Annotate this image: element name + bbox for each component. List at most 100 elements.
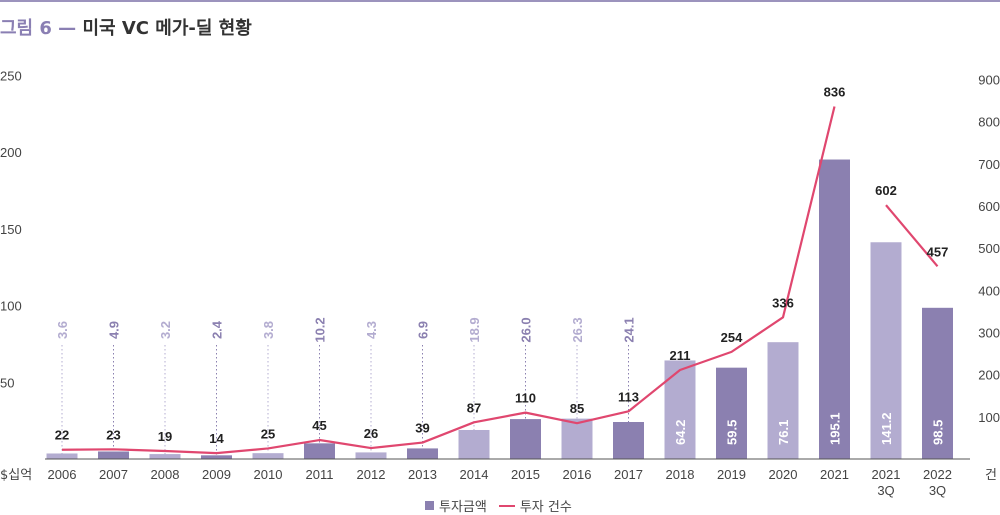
x-tick-line: 2021 (872, 467, 901, 482)
x-tick-label: 2021 3Q (872, 467, 901, 498)
line-value-label: 19 (158, 429, 172, 444)
x-tick-label: 2012 (357, 467, 386, 482)
x-tick-label: 2020 (769, 467, 798, 482)
line-value-label: 211 (670, 348, 691, 363)
legend-bar-swatch (425, 501, 434, 510)
x-tick-line: 2008 (151, 467, 180, 482)
x-tick-line: 2009 (202, 467, 231, 482)
right-tick-label: 600 (978, 199, 1000, 214)
line-value-label: 45 (312, 418, 326, 433)
x-tick-line: 2012 (357, 467, 386, 482)
bar-value-label: 26.0 (519, 317, 534, 342)
top-rule (0, 0, 1000, 2)
bar (98, 451, 129, 459)
bar (252, 453, 284, 459)
value-leader-lines (61, 345, 629, 456)
bar (561, 418, 593, 459)
right-tick-label: 200 (978, 368, 1000, 383)
x-tick-line: 3Q (929, 483, 946, 498)
x-tick-line: 2019 (717, 467, 746, 482)
bar (870, 242, 902, 459)
left-axis: 50 100 150 200 250 (0, 68, 22, 390)
data-labels: 3.6 4.9 3.2 2.4 3.8 10.2 4.3 6.9 18.9 26.0 26.3 24.… (55, 84, 949, 446)
x-tick-line: 2018 (666, 467, 695, 482)
bar (149, 454, 181, 459)
bar (613, 422, 644, 459)
x-axis-ticks: 2006 2007 2008 2009 2010 2011 2012 2013 2014 2015… (48, 467, 952, 498)
right-tick-label: 400 (978, 283, 1000, 298)
line-value-label: 836 (824, 84, 846, 99)
bar (458, 429, 490, 459)
figure-title: 그림 6 — 미국 VC 메가-딜 현황 (0, 14, 252, 40)
bar (716, 367, 747, 459)
x-tick-label: 2017 (614, 467, 643, 482)
x-tick-line: 2013 (408, 467, 437, 482)
bar-value-label: 6.9 (416, 321, 431, 339)
x-tick-label: 2010 (254, 467, 283, 482)
bar (922, 307, 953, 459)
bar-value-label: 10.2 (313, 317, 328, 342)
bar-value-label: 3.6 (55, 321, 70, 339)
left-tick-label: 100 (0, 299, 22, 314)
line-value-label: 85 (570, 401, 584, 416)
x-tick-line: 2007 (99, 467, 128, 482)
line-value-label: 23 (106, 427, 120, 442)
left-unit-label: $십억 (0, 468, 32, 483)
bar-value-label: 3.8 (261, 321, 276, 339)
x-tick-line: 2016 (563, 467, 592, 482)
left-tick-label: 250 (0, 68, 22, 83)
left-tick-label: 50 (0, 375, 14, 390)
line-value-label: 336 (772, 295, 794, 310)
line-value-label: 602 (875, 183, 897, 198)
x-tick-label: 2016 (563, 467, 592, 482)
x-tick-line: 2011 (306, 467, 334, 482)
bar-value-label: 18.9 (467, 317, 482, 342)
x-tick-line: 2014 (460, 467, 489, 482)
figure-title-text: 미국 VC 메가-딜 현황 (82, 18, 252, 39)
bar-value-label: 26.3 (570, 317, 585, 342)
x-tick-label: 2008 (151, 467, 180, 482)
x-tick-line: 2006 (48, 467, 77, 482)
line-value-label: 22 (55, 428, 69, 443)
x-tick-label: 2018 (666, 467, 695, 482)
line-value-label: 457 (927, 244, 949, 259)
line-value-label: 25 (261, 426, 275, 441)
legend-line-label: 투자 건수 (519, 500, 572, 515)
line-value-label: 87 (467, 400, 481, 415)
bar-value-label: 24.1 (622, 317, 637, 342)
line-value-label: 14 (209, 431, 224, 446)
x-tick-label: 2015 (511, 467, 540, 482)
legend: 투자금액 투자 건수 (425, 496, 572, 515)
x-tick-line: 3Q (877, 483, 894, 498)
bar (355, 452, 387, 459)
line-segment (885, 204, 939, 267)
bar-value-label: 64.2 (673, 420, 688, 445)
x-tick-label: 2019 (717, 467, 746, 482)
bar (407, 448, 438, 459)
bar-value-label: 141.2 (879, 412, 894, 445)
legend-bar-label: 투자금액 (439, 500, 487, 515)
bar (510, 419, 541, 459)
x-tick-label: 2009 (202, 467, 231, 482)
legend-line-swatch (498, 504, 515, 507)
bar (664, 360, 696, 459)
bar-value-label: 76.1 (776, 420, 791, 445)
bar (46, 453, 78, 459)
line-value-label: 254 (721, 330, 743, 345)
bar-value-label: 2.4 (210, 320, 225, 339)
right-axis: 100 200 300 400 500 600 700 800 900 (978, 72, 1000, 424)
bar (819, 159, 850, 460)
x-tick-label: 2007 (99, 467, 128, 482)
right-tick-label: 800 (978, 115, 1000, 130)
line-series (61, 106, 939, 455)
x-tick-line: 2021 (820, 467, 849, 482)
right-tick-label: 900 (978, 72, 1000, 87)
x-tick-line: 2010 (254, 467, 283, 482)
bar (767, 342, 799, 459)
x-tick-line: 2020 (769, 467, 798, 482)
bar-value-label: 4.3 (364, 321, 379, 339)
bar (201, 455, 232, 459)
x-tick-label: 2011 (306, 467, 334, 482)
